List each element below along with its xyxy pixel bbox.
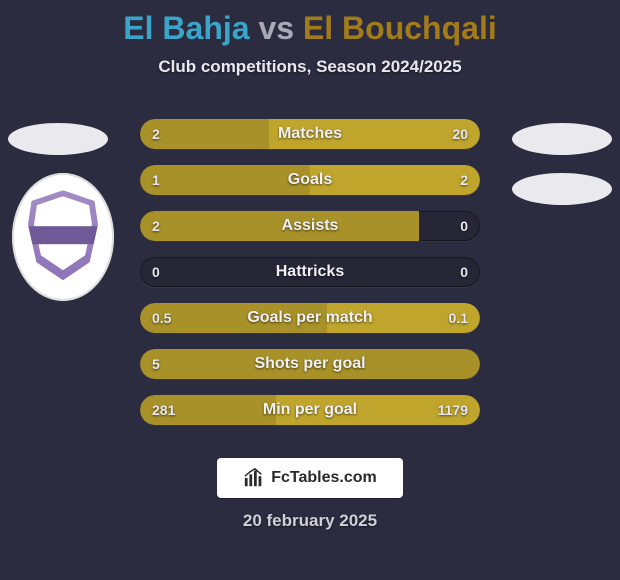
chart-icon <box>243 467 265 489</box>
brand-badge[interactable]: FcTables.com <box>217 458 403 498</box>
stat-fill-left <box>140 395 276 425</box>
stat-bars: Matches220 Goals12 Assists20 Hattricks00 Goa… <box>140 119 480 441</box>
stat-row: Assists20 <box>140 211 480 241</box>
stat-row: Min per goal2811179 <box>140 395 480 425</box>
player2-chip-2 <box>512 173 612 205</box>
stat-row: Shots per goal5 <box>140 349 480 379</box>
player2-chip-1 <box>512 123 612 155</box>
club-badge <box>12 173 114 301</box>
stat-fill-left <box>140 349 480 379</box>
stat-fill-right <box>310 165 480 195</box>
vs-label: vs <box>258 10 294 46</box>
comparison-title: El Bahja vs El Bouchqali <box>0 0 620 47</box>
brand-text: FcTables.com <box>271 469 377 487</box>
stat-track <box>140 119 480 149</box>
stat-track <box>140 165 480 195</box>
stat-track <box>140 257 480 287</box>
stat-track <box>140 303 480 333</box>
stat-fill-right <box>327 303 480 333</box>
subtitle: Club competitions, Season 2024/2025 <box>0 57 620 77</box>
stat-fill-right <box>276 395 480 425</box>
shield-icon <box>28 190 98 280</box>
player1-name: El Bahja <box>123 10 249 46</box>
stat-row: Goals per match0.50.1 <box>140 303 480 333</box>
stat-row: Goals12 <box>140 165 480 195</box>
stat-fill-left <box>140 119 269 149</box>
stat-fill-left <box>140 303 327 333</box>
stat-fill-right <box>269 119 480 149</box>
stat-row: Matches220 <box>140 119 480 149</box>
stat-track <box>140 395 480 425</box>
stat-track <box>140 211 480 241</box>
stat-track <box>140 349 480 379</box>
stat-row: Hattricks00 <box>140 257 480 287</box>
stat-fill-left <box>140 165 310 195</box>
stat-fill-left <box>140 211 419 241</box>
player2-name: El Bouchqali <box>303 10 497 46</box>
player1-chip <box>8 123 108 155</box>
date-label: 20 february 2025 <box>0 511 620 531</box>
